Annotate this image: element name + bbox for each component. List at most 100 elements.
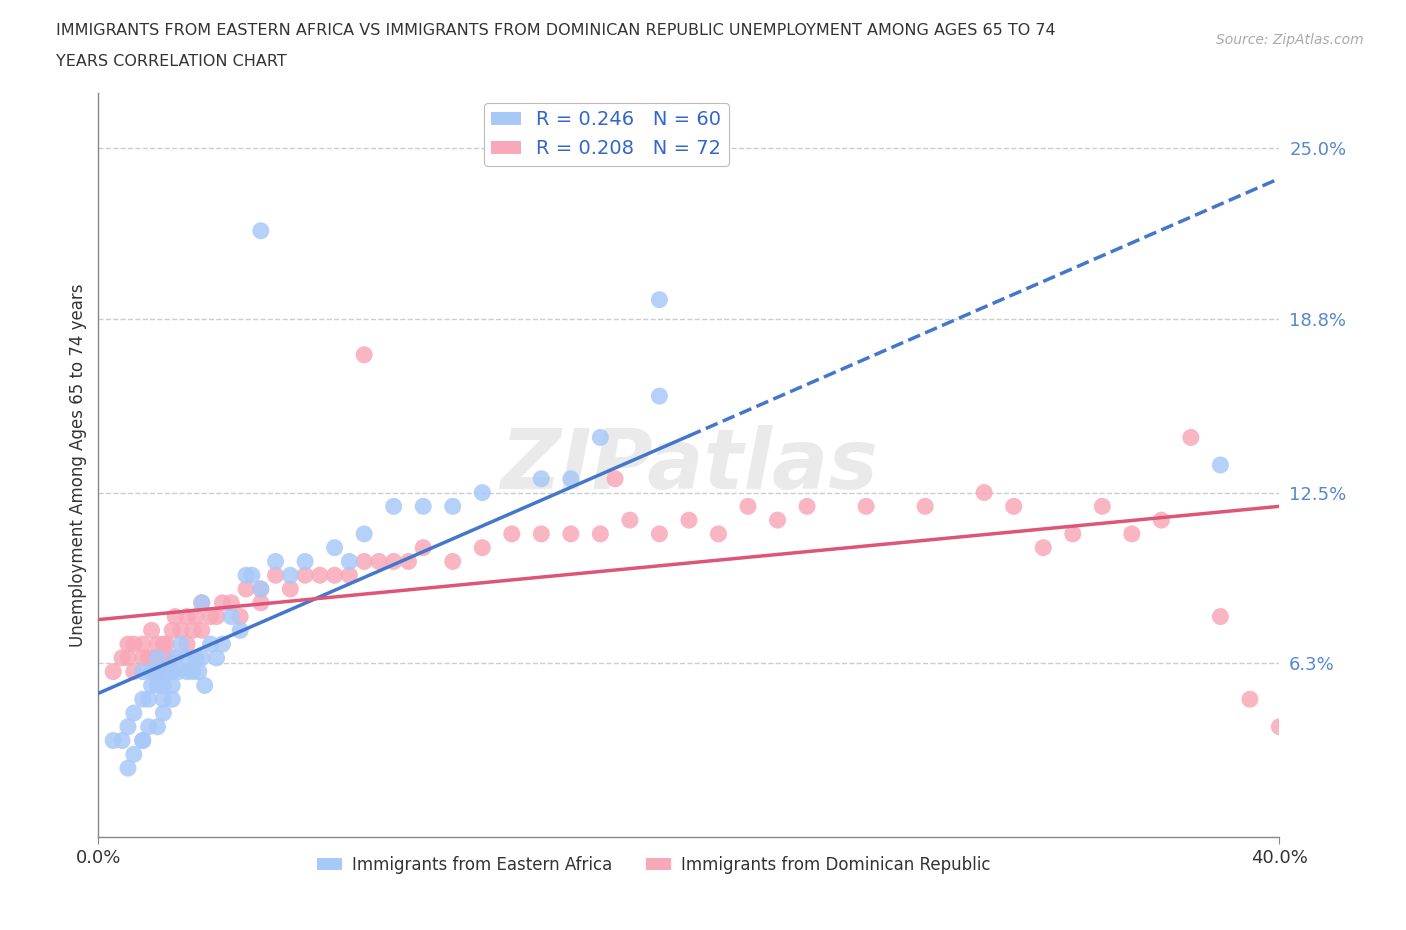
Point (309, 568, 332, 583)
Point (339, 554, 361, 569)
Point (648, 292, 671, 307)
Text: IMMIGRANTS FROM EASTERN AFRICA VS IMMIGRANTS FROM DOMINICAN REPUBLIC UNEMPLOYMEN: IMMIGRANTS FROM EASTERN AFRICA VS IMMIGR… (56, 23, 1056, 38)
Point (589, 526, 612, 541)
Point (117, 719, 139, 734)
Point (353, 526, 375, 541)
Point (146, 650, 169, 665)
Point (155, 664, 177, 679)
Point (530, 526, 553, 541)
Point (117, 761, 139, 776)
Point (501, 526, 523, 541)
Point (855, 498, 877, 513)
Point (441, 554, 464, 569)
Point (162, 650, 183, 665)
Point (678, 512, 700, 527)
Point (294, 568, 316, 583)
Point (398, 554, 420, 569)
Point (1002, 498, 1025, 513)
Point (737, 498, 759, 513)
Point (191, 595, 214, 610)
Point (132, 692, 155, 707)
Point (132, 637, 155, 652)
Point (648, 526, 671, 541)
Point (280, 568, 302, 583)
Point (122, 637, 145, 652)
Point (368, 554, 391, 569)
Point (1150, 512, 1173, 527)
Text: Source: ZipAtlas.com: Source: ZipAtlas.com (1216, 33, 1364, 46)
Point (187, 664, 209, 679)
Point (229, 609, 252, 624)
Point (353, 347, 375, 362)
Point (122, 664, 145, 679)
Point (141, 664, 163, 679)
Point (111, 650, 134, 665)
Point (103, 733, 125, 748)
Point (132, 664, 155, 679)
Point (122, 747, 145, 762)
Point (146, 650, 169, 665)
Point (132, 650, 155, 665)
Point (205, 609, 228, 624)
Point (155, 664, 177, 679)
Y-axis label: Unemployment Among Ages 65 to 74 years: Unemployment Among Ages 65 to 74 years (69, 284, 87, 646)
Point (176, 664, 198, 679)
Point (382, 554, 405, 569)
Point (176, 650, 198, 665)
Point (1268, 719, 1291, 734)
Point (200, 609, 222, 624)
Point (146, 637, 169, 652)
Point (122, 706, 145, 721)
Point (191, 650, 214, 665)
Point (264, 554, 287, 569)
Point (165, 650, 187, 665)
Point (339, 568, 361, 583)
Point (162, 664, 183, 679)
Point (170, 623, 193, 638)
Point (152, 706, 174, 721)
Point (152, 650, 174, 665)
Point (1180, 430, 1202, 445)
Point (152, 637, 174, 652)
Point (250, 581, 273, 596)
Point (560, 472, 582, 486)
Point (973, 485, 995, 500)
Point (184, 609, 207, 624)
Point (162, 692, 183, 707)
Point (619, 512, 641, 527)
Point (117, 637, 139, 652)
Point (165, 609, 187, 624)
Point (914, 498, 936, 513)
Point (103, 664, 125, 679)
Point (235, 581, 257, 596)
Point (167, 664, 190, 679)
Point (205, 650, 228, 665)
Point (229, 623, 252, 638)
Point (211, 595, 233, 610)
Point (323, 568, 346, 583)
Point (146, 664, 169, 679)
Point (221, 609, 243, 624)
Point (796, 498, 818, 513)
Point (132, 733, 155, 748)
Point (530, 472, 553, 486)
Point (176, 637, 198, 652)
Point (353, 554, 375, 569)
Point (1239, 692, 1261, 707)
Point (412, 498, 434, 513)
Point (146, 678, 169, 693)
Point (323, 540, 346, 555)
Point (471, 540, 494, 555)
Point (111, 733, 134, 748)
Point (1032, 540, 1054, 555)
Point (412, 540, 434, 555)
Point (250, 595, 273, 610)
Point (170, 637, 193, 652)
Point (250, 223, 273, 238)
Point (194, 678, 217, 693)
Point (155, 637, 177, 652)
Point (162, 623, 183, 638)
Point (181, 664, 204, 679)
Point (221, 595, 243, 610)
Point (240, 568, 263, 583)
